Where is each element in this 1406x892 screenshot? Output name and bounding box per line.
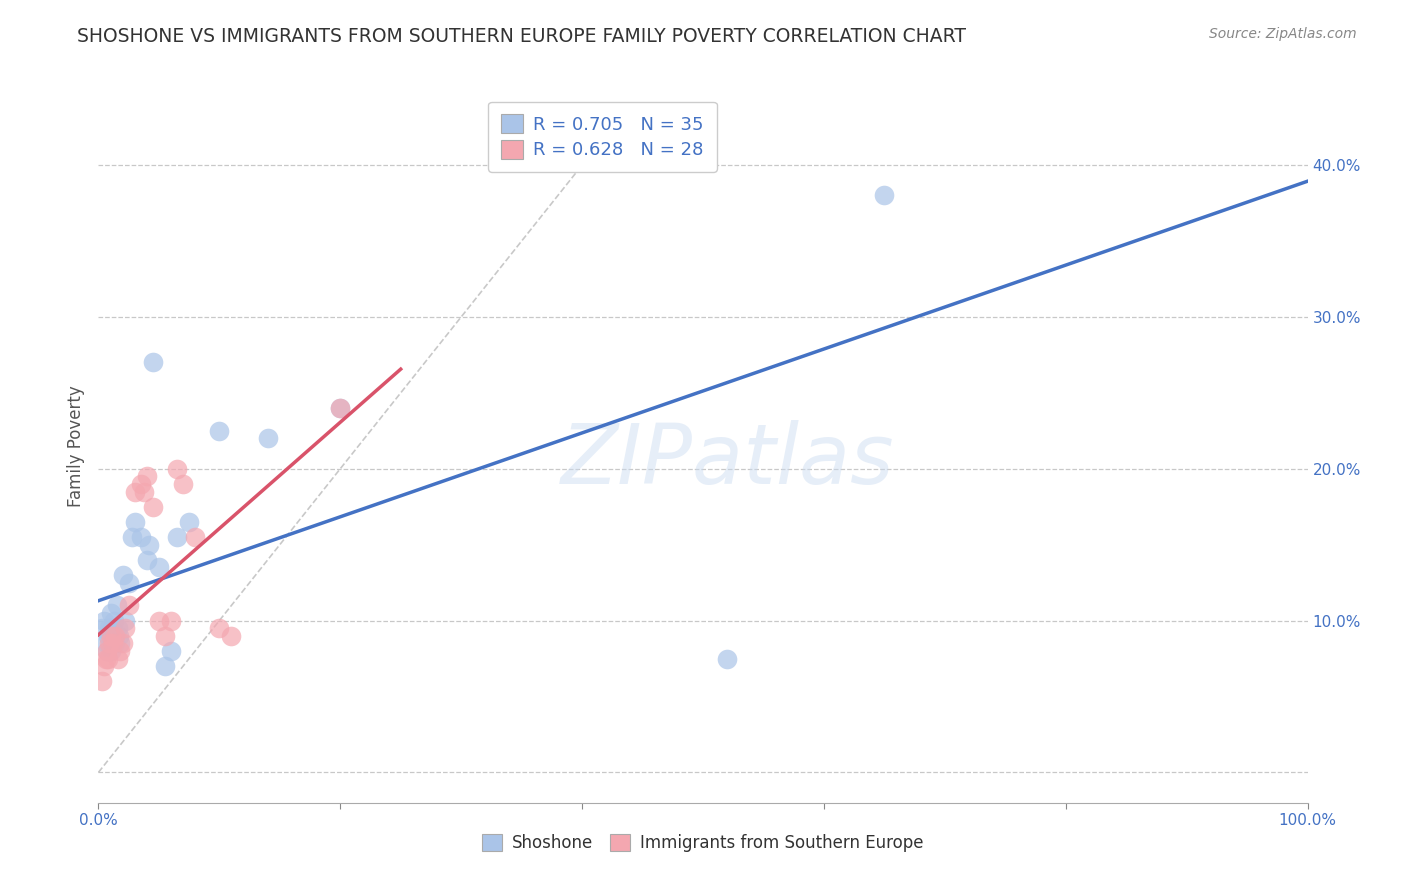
Point bbox=[142, 500, 165, 514]
Point bbox=[105, 599, 128, 613]
Text: SHOSHONE VS IMMIGRANTS FROM SOUTHERN EUROPE FAMILY POVERTY CORRELATION CHART: SHOSHONE VS IMMIGRANTS FROM SOUTHERN EUR… bbox=[77, 27, 966, 45]
Legend: Shoshone, Immigrants from Southern Europe: Shoshone, Immigrants from Southern Europ… bbox=[475, 827, 931, 859]
Point bbox=[716, 651, 738, 665]
Point bbox=[135, 553, 157, 567]
Point bbox=[166, 530, 188, 544]
Point bbox=[160, 614, 183, 628]
Point bbox=[97, 651, 120, 665]
Point bbox=[148, 560, 170, 574]
Point bbox=[166, 462, 188, 476]
Point bbox=[148, 614, 170, 628]
Point bbox=[100, 644, 122, 658]
Point bbox=[98, 636, 121, 650]
Point bbox=[873, 188, 896, 202]
Point bbox=[108, 629, 131, 643]
Point bbox=[114, 621, 136, 635]
Point bbox=[101, 629, 124, 643]
Point bbox=[208, 424, 231, 438]
Point bbox=[179, 515, 201, 529]
Point bbox=[160, 644, 183, 658]
Point bbox=[103, 614, 125, 628]
Point bbox=[100, 606, 122, 620]
Point bbox=[153, 629, 176, 643]
Point bbox=[94, 636, 117, 650]
Point bbox=[329, 401, 352, 415]
Point bbox=[124, 515, 146, 529]
Point bbox=[101, 636, 124, 650]
Point bbox=[135, 469, 157, 483]
Point bbox=[96, 644, 118, 658]
Point bbox=[91, 674, 114, 689]
Point bbox=[172, 477, 194, 491]
Point bbox=[256, 431, 278, 445]
Text: ZIPatlas: ZIPatlas bbox=[561, 420, 894, 500]
Point bbox=[100, 629, 122, 643]
Point bbox=[134, 484, 156, 499]
Point bbox=[100, 621, 122, 635]
Point bbox=[118, 575, 141, 590]
Point bbox=[108, 644, 131, 658]
Point bbox=[107, 621, 129, 635]
Point bbox=[129, 477, 152, 491]
Point bbox=[111, 636, 134, 650]
Point bbox=[208, 621, 231, 635]
Y-axis label: Family Poverty: Family Poverty bbox=[66, 385, 84, 507]
Point bbox=[129, 530, 152, 544]
Point bbox=[96, 644, 118, 658]
Point bbox=[104, 636, 127, 650]
Point bbox=[107, 651, 129, 665]
Point bbox=[329, 401, 352, 415]
Point bbox=[138, 538, 160, 552]
Point bbox=[108, 636, 131, 650]
Point bbox=[121, 530, 143, 544]
Point bbox=[153, 659, 176, 673]
Point bbox=[124, 484, 146, 499]
Point bbox=[93, 659, 115, 673]
Point bbox=[184, 530, 207, 544]
Point bbox=[111, 568, 134, 582]
Point bbox=[118, 599, 141, 613]
Point bbox=[221, 629, 243, 643]
Point bbox=[114, 614, 136, 628]
Point bbox=[142, 355, 165, 369]
Point bbox=[97, 629, 120, 643]
Point bbox=[94, 651, 117, 665]
Point bbox=[98, 621, 121, 635]
Point bbox=[91, 621, 114, 635]
Text: Source: ZipAtlas.com: Source: ZipAtlas.com bbox=[1209, 27, 1357, 41]
Point bbox=[104, 629, 127, 643]
Point bbox=[93, 614, 115, 628]
